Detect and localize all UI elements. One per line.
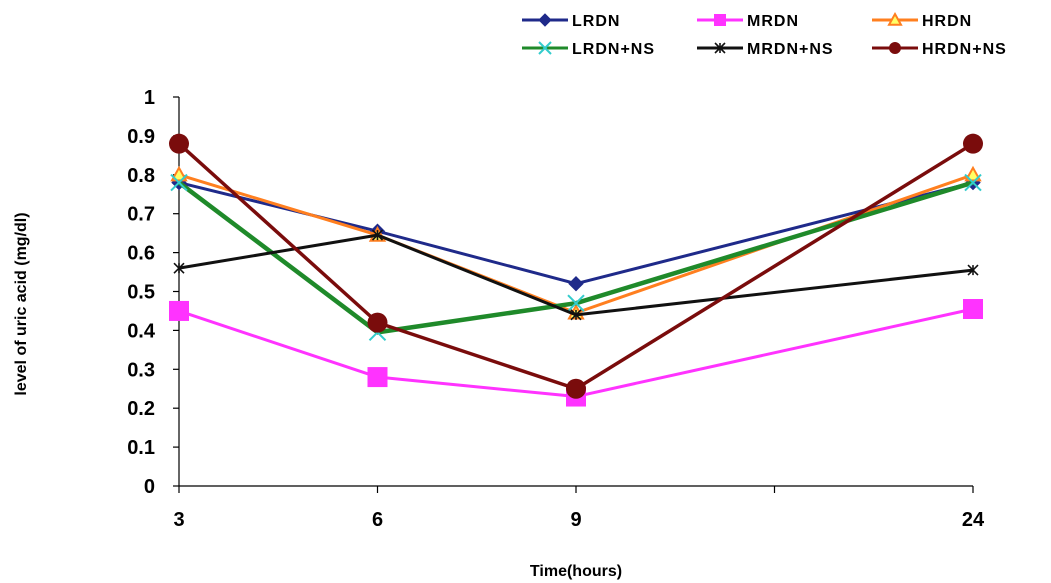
y-tick-label: 0.6	[127, 243, 155, 265]
legend-marker	[538, 13, 552, 27]
data-point-hrdn-ns	[963, 133, 983, 154]
legend-marker	[887, 11, 903, 26]
series-hrdn-ns	[169, 133, 983, 399]
legend-item-hrdn: HRDN	[872, 11, 972, 30]
data-point-mrdn-ns	[967, 264, 979, 276]
data-point-lrdn-ns	[567, 294, 585, 312]
x-tick-label: 9	[570, 509, 581, 531]
y-tick-label: 0.3	[127, 359, 155, 381]
chart-series	[169, 133, 983, 407]
data-point-lrdn-ns-stroke	[567, 294, 585, 312]
y-tick-label: 0.8	[127, 165, 155, 187]
legend-item-hrdn-ns: HRDN+NS	[872, 41, 1007, 58]
data-point-mrdn-ns	[371, 229, 384, 241]
y-tick-label: 0.1	[127, 437, 155, 459]
legend-item-mrdn: MRDN	[697, 13, 799, 30]
x-axis-title: Time(hours)	[530, 563, 622, 580]
series-lrdn	[171, 174, 981, 292]
data-point-hrdn	[170, 165, 188, 182]
data-point-mrdn-ns	[173, 262, 185, 274]
x-tick-label: 6	[372, 509, 383, 531]
y-tick-label: 0.2	[127, 398, 155, 420]
legend-label: LRDN+NS	[572, 41, 655, 58]
legend-marker-stroke	[538, 41, 552, 55]
x-tick-label: 24	[962, 509, 985, 531]
series-line-lrdn-ns	[177, 180, 974, 335]
legend-label: HRDN	[922, 13, 972, 30]
y-axis-title: level of uric acid (mg/dl)	[13, 212, 30, 395]
chart-legend: LRDN MRDN HRDN LRDN+NS MRDN+NS HRDN+NS	[522, 11, 1007, 58]
legend-item-mrdn-ns: MRDN+NS	[697, 41, 834, 58]
legend-item-lrdn: LRDN	[522, 13, 620, 30]
data-point-lrdn-ns-stroke	[170, 173, 188, 192]
data-point-mrdn	[963, 299, 983, 320]
legend-label: LRDN	[572, 13, 620, 30]
legend-marker	[889, 42, 901, 54]
chart-axes: 0 0.1 0.2 0.3 0.4 0.5 0.6 0.7 0.8 0.9 1 3 6 9 24	[127, 87, 985, 531]
y-tick-label: 0.4	[127, 320, 156, 342]
y-tick-label: 0.5	[127, 282, 155, 304]
data-point-hrdn-ns	[566, 378, 586, 399]
y-tick-label: 0.9	[127, 126, 155, 148]
legend-item-lrdn-ns: LRDN+NS	[522, 41, 655, 58]
legend-marker	[538, 41, 552, 55]
data-point-mrdn	[367, 367, 388, 388]
data-point-hrdn-ns	[169, 133, 189, 154]
series-line-hrdn-ns	[177, 142, 974, 391]
series-line-hrdn	[178, 173, 974, 315]
data-point-lrdn-ns	[964, 173, 982, 192]
data-point-hrdn	[964, 165, 982, 182]
x-tick-label: 3	[173, 509, 184, 531]
data-point-mrdn	[169, 300, 189, 321]
series-mrdn-ns	[173, 229, 979, 321]
data-point-lrdn	[568, 276, 584, 292]
legend-label: MRDN	[747, 13, 799, 30]
series-line-mrdn-ns	[178, 233, 974, 317]
legend-marker	[714, 14, 726, 26]
y-tick-label: 0.7	[127, 204, 155, 226]
legend-label: HRDN+NS	[922, 41, 1007, 58]
data-point-lrdn-ns-stroke	[964, 173, 982, 192]
y-tick-label: 0	[144, 476, 155, 498]
y-tick-label: 1	[144, 87, 155, 109]
data-point-hrdn-ns	[367, 312, 388, 333]
legend-marker	[714, 42, 726, 54]
legend-label: MRDN+NS	[747, 41, 834, 58]
series-line-mrdn	[178, 307, 974, 399]
data-point-mrdn-ns	[570, 309, 582, 321]
series-line-lrdn	[178, 181, 974, 286]
data-point-lrdn-ns	[170, 173, 188, 192]
series-hrdn	[170, 165, 982, 320]
